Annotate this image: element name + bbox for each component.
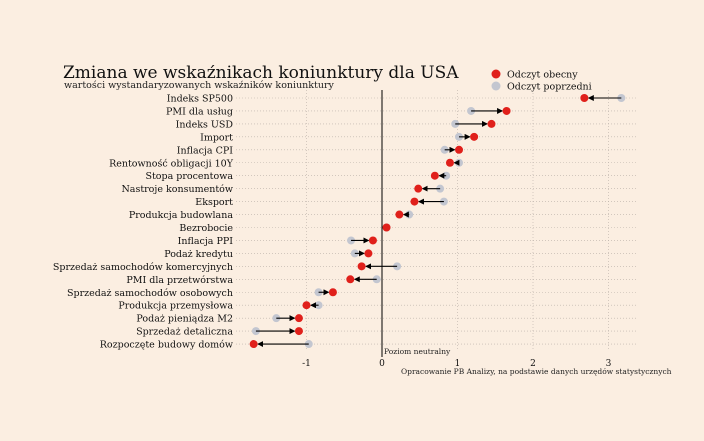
category-label: Podaż kredytu [164,249,233,260]
legend-current-label: Odczyt obecny [507,70,578,81]
category-label: Indeks SP500 [167,94,233,105]
current-point [470,132,479,141]
category-label: Inflacja CPI [177,145,233,156]
category-label: Eksport [195,197,233,208]
category-label: Bezrobocie [179,223,233,234]
category-label: PMI dla usług [166,106,233,117]
current-point [346,275,355,284]
category-label: Sprzedaż detaliczna [136,327,233,338]
current-point [395,210,404,219]
category-label: PMI dla przetwórstwa [126,275,233,286]
category-label: Rentowność obligacji 10Y [109,158,234,169]
legend-previous-swatch [491,81,501,91]
category-label: Produkcja budowlana [129,210,234,221]
current-point [328,288,337,297]
category-label: Sprzedaż samochodów komercyjnych [53,262,233,273]
category-label: Sprzedaż samochodów osobowych [67,288,233,299]
category-label: Nastroje konsumentów [121,184,233,195]
category-label: Import [200,132,233,143]
current-point [580,94,589,102]
x-axis-ticks: -1 0 1 2 3 [302,359,612,369]
legend-previous-label: Odczyt poprzedni [507,82,592,93]
current-point [294,327,303,336]
previous-point [251,327,260,336]
current-point [445,158,454,167]
x-tick-label: 0 [379,359,385,369]
data-marks [249,94,626,349]
x-tick-label: 2 [530,359,536,369]
current-point [357,262,366,271]
current-point [382,223,391,232]
legend-current-swatch [491,69,501,79]
current-point [364,249,373,258]
chart-subtitle: wartości wystandaryzowanych wskaźników k… [64,80,335,91]
grid-lines [236,90,638,350]
category-label: Podaż pieniądza M2 [136,314,233,325]
current-point [414,184,423,193]
category-label: Stopa procentowa [145,171,233,182]
current-point [249,340,258,349]
source-note: Opracowanie PB Analizy, na podstawie dan… [401,367,672,376]
current-point [410,197,419,206]
category-label: Indeks USD [176,119,234,130]
current-point [294,314,303,323]
current-point [487,119,496,128]
current-point [430,171,439,180]
current-point [455,145,464,154]
current-point [302,301,311,310]
x-tick-label: -1 [302,359,311,369]
category-label: Inflacja PPI [178,236,234,247]
x-tick-label: 1 [455,359,461,369]
current-point [368,236,377,245]
category-label: Produkcja przemysłowa [118,301,233,312]
current-point [502,106,511,115]
zero-line-label: Poziom neutralny [384,347,451,356]
chart-title: Zmiana we wskaźnikach koniunktury dla US… [63,63,459,83]
legend: Odczyt obecny Odczyt poprzedni [491,69,592,93]
category-label: Rozpoczęte budowy domów [100,340,233,351]
x-tick-label: 3 [606,359,612,369]
